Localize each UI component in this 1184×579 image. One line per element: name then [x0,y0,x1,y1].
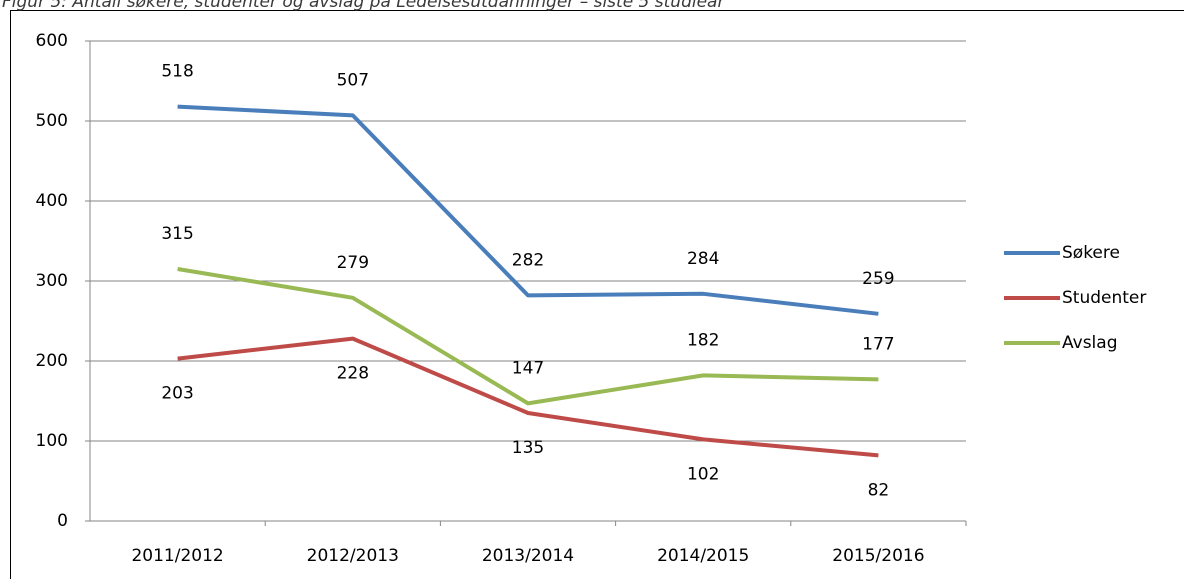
y-tick-label: 500 [36,111,68,131]
legend-label: Avslag [1062,333,1117,353]
data-label: 507 [337,70,369,90]
data-label: 182 [687,330,719,350]
x-tick-label: 2014/2015 [657,546,749,566]
data-label: 147 [512,358,544,378]
legend-label: Studenter [1062,288,1146,308]
series-line [177,104,879,316]
y-tick-label: 200 [36,351,68,371]
chart-title: Figur 5: Antall søkere, studenter og avs… [2,0,725,12]
y-tick-label: 0 [57,511,68,531]
data-label: 82 [868,480,890,500]
data-label: 228 [337,364,369,384]
legend-label: Søkere [1062,243,1120,263]
data-label: 282 [512,250,544,270]
data-label: 315 [161,224,193,244]
y-tick-label: 400 [36,191,68,211]
data-label: 518 [161,62,193,82]
title-background [0,0,1184,9]
y-tick-label: 100 [36,431,68,451]
x-tick-label: 2011/2012 [131,546,223,566]
data-label: 259 [862,269,894,289]
x-tick-label: 2012/2013 [307,546,399,566]
y-tick-label: 600 [36,31,68,51]
x-tick-label: 2013/2014 [482,546,574,566]
data-label: 102 [687,464,719,484]
data-label: 279 [337,253,369,273]
y-tick-label: 300 [36,271,68,291]
series-line [177,336,879,458]
data-label: 177 [862,334,894,354]
x-tick-label: 2015/2016 [832,546,924,566]
series-line [177,267,879,406]
data-label: 135 [512,438,544,458]
data-label: 203 [161,384,193,404]
data-label: 284 [687,249,719,269]
